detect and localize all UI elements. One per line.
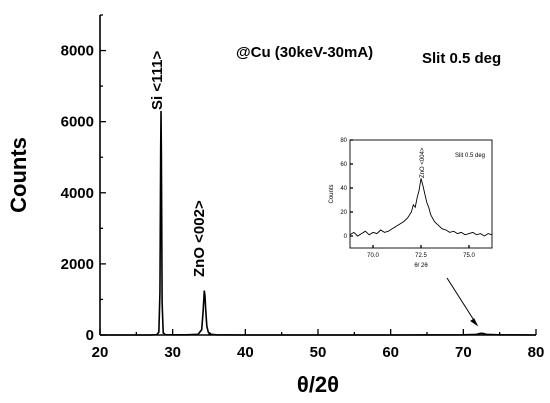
x-tick-label: 80 [528,344,545,361]
inset-y-tick-label: 80 [340,138,347,144]
inset-y-tick-label: 0 [344,234,348,240]
inset-pattern-line [349,178,493,237]
y-tick-label: 8000 [61,43,94,60]
inset-chart: 70.0 72.5 75.0 0 20 40 60 80 Counts θ/ 2θ Slit … [329,138,493,269]
inset-tick-labels: 70.0 72.5 75.0 0 20 40 60 80 [340,138,475,259]
slit-annotation: Slit 0.5 deg [422,50,501,67]
inset-x-tick-label: 70.0 [367,253,379,259]
x-tick-label: 50 [310,344,327,361]
y-tick-label: 0 [86,327,94,344]
inset-y-tick-label: 60 [340,162,347,168]
si-peak-label: Si <111> [149,51,166,110]
x-tick-label: 20 [92,344,109,361]
inset-y-axis-title: Counts [329,184,335,203]
inset-pointer-arrow [446,277,478,326]
inset-x-axis-title: θ/ 2θ [414,263,428,269]
x-tick-label: 60 [382,344,399,361]
x-tick-label: 70 [455,344,472,361]
main-tick-labels: 20 30 40 50 60 70 80 0 2000 4000 6000 8000 [61,43,545,361]
main-y-axis-title: Counts [6,137,31,213]
xrd-pattern-line [100,110,537,336]
inset-y-tick-label: 20 [340,210,347,216]
inset-series [349,178,493,237]
zno-peak-label: ZnO <002> [191,200,208,277]
source-annotation: @Cu (30keV-30mA) [236,44,373,61]
inset-slit-annotation: Slit 0.5 deg [455,153,485,159]
main-x-axis-title: θ/2θ [297,372,339,397]
x-tick-label: 30 [164,344,181,361]
main-series [100,110,537,336]
x-tick-label: 40 [237,344,254,361]
inset-y-tick-label: 40 [340,186,347,192]
inset-x-tick-label: 75.0 [463,253,475,259]
y-tick-label: 4000 [61,185,94,202]
inset-x-tick-label: 72.5 [415,253,427,259]
y-tick-label: 2000 [61,256,94,273]
inset-peak-label: ZnO <004> [420,147,426,178]
arrow-head-icon [470,318,479,327]
y-tick-label: 6000 [61,114,94,131]
inset-frame [349,139,493,249]
inset-ticks [350,139,470,248]
